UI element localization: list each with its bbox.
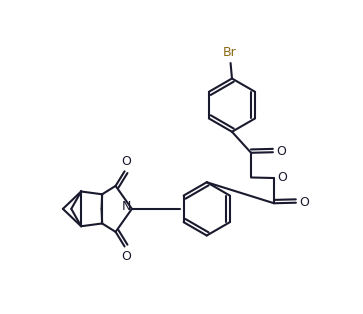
Text: O: O bbox=[277, 171, 287, 184]
Text: O: O bbox=[299, 196, 309, 208]
Text: Br: Br bbox=[223, 46, 237, 59]
Text: O: O bbox=[121, 155, 131, 168]
Text: O: O bbox=[121, 250, 131, 263]
Text: N: N bbox=[121, 200, 131, 213]
Text: O: O bbox=[276, 145, 286, 158]
